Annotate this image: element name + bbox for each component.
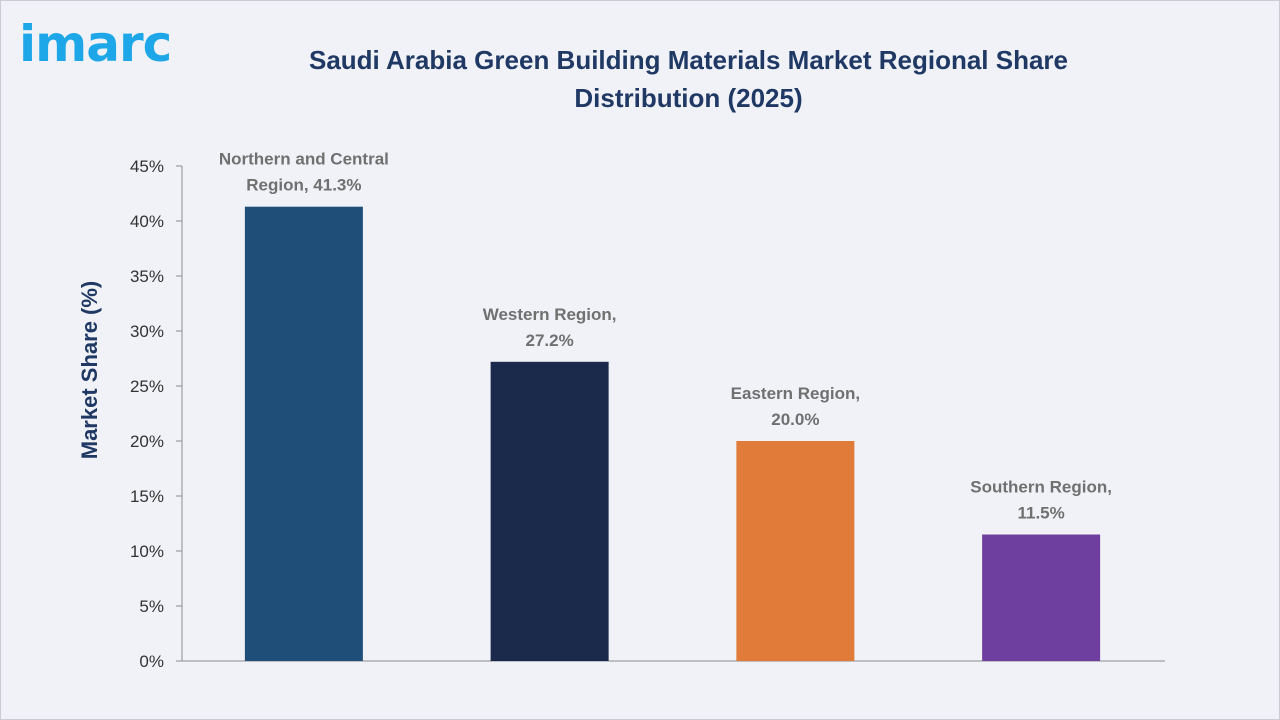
data-label-line: 11.5% bbox=[1017, 504, 1064, 523]
y-tick-label: 15% bbox=[130, 487, 164, 506]
y-tick-label: 10% bbox=[130, 542, 164, 561]
data-label-line: Northern and Central bbox=[219, 150, 389, 169]
chart-title: Saudi Arabia Green Building Materials Ma… bbox=[308, 45, 1068, 113]
bar-eastern-region bbox=[736, 441, 855, 661]
y-tick-label: 5% bbox=[139, 597, 164, 616]
data-labels: Northern and Central Region, 41.3% Western… bbox=[219, 150, 1112, 523]
y-tick-label: 45% bbox=[130, 157, 164, 176]
data-label-line: Western Region, bbox=[483, 305, 617, 324]
y-tick-label: 0% bbox=[139, 652, 164, 671]
data-label-line: Southern Region, bbox=[970, 478, 1112, 497]
data-label: Western Region, 27.2% bbox=[483, 305, 617, 350]
data-label-line: 27.2% bbox=[526, 331, 574, 350]
data-label-line: Region, 41.3% bbox=[246, 176, 361, 195]
imarc-logo: imarc bbox=[19, 15, 172, 73]
data-label: Eastern Region, 20.0% bbox=[731, 384, 860, 429]
y-tick-label: 40% bbox=[130, 212, 164, 231]
y-axis-title: Market Share (%) bbox=[77, 281, 102, 460]
data-label-line: 20.0% bbox=[771, 410, 819, 429]
data-label: Southern Region, 11.5% bbox=[970, 478, 1112, 523]
bar-northern-and-central-region bbox=[244, 206, 363, 661]
y-tick-label: 30% bbox=[130, 322, 164, 341]
bars bbox=[244, 206, 1101, 661]
data-label-line: Eastern Region, bbox=[731, 384, 860, 403]
data-label: Northern and Central Region, 41.3% bbox=[219, 150, 389, 195]
y-axis: 0% 5% 10% 15% 20% 25% 30% 35% 40% 45% bbox=[130, 157, 183, 671]
y-tick-label: 35% bbox=[130, 267, 164, 286]
y-tick-label: 25% bbox=[130, 377, 164, 396]
bar-southern-region bbox=[982, 534, 1101, 661]
y-tick-label: 20% bbox=[130, 432, 164, 451]
bar-western-region bbox=[490, 361, 609, 661]
